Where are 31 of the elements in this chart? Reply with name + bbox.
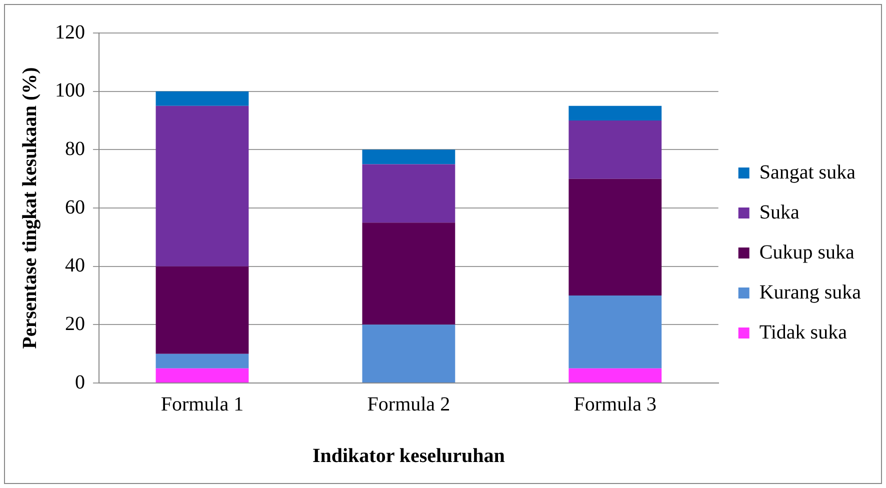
y-tick-label: 0 bbox=[75, 371, 85, 394]
bar bbox=[362, 164, 456, 223]
bar bbox=[156, 91, 249, 106]
x-tick-label: Formula 1 bbox=[160, 393, 244, 416]
x-axis-title: Indikator keseluruhan bbox=[312, 445, 505, 468]
y-tick-label: 120 bbox=[55, 21, 85, 44]
bar bbox=[568, 106, 662, 120]
y-tick-label: 40 bbox=[65, 254, 85, 277]
bar bbox=[362, 222, 456, 325]
legend-label: Kurang suka bbox=[759, 281, 862, 304]
bar bbox=[362, 150, 456, 164]
x-tick-label: Formula 2 bbox=[367, 393, 450, 416]
legend-label: Sangat suka bbox=[759, 161, 856, 184]
y-tick-label: 20 bbox=[65, 312, 85, 335]
y-axis-title: Persentase tingkat kesukaan (%) bbox=[19, 67, 42, 349]
legend-label: Tidak suka bbox=[759, 321, 848, 344]
y-tick-label: 60 bbox=[65, 196, 85, 218]
bar bbox=[568, 178, 662, 296]
bar bbox=[568, 368, 662, 382]
bar bbox=[156, 354, 249, 368]
bar bbox=[156, 368, 249, 382]
bar bbox=[156, 106, 249, 266]
y-tick-label: 80 bbox=[65, 138, 85, 160]
x-tick-label: Formula 3 bbox=[574, 393, 657, 416]
y-tick-label: 100 bbox=[55, 80, 85, 102]
bar bbox=[362, 324, 456, 382]
legend-label: Suka bbox=[759, 201, 800, 224]
bar bbox=[568, 296, 662, 368]
legend-label: Cukup suka bbox=[759, 241, 854, 264]
bar bbox=[156, 266, 249, 354]
bar bbox=[568, 120, 662, 179]
